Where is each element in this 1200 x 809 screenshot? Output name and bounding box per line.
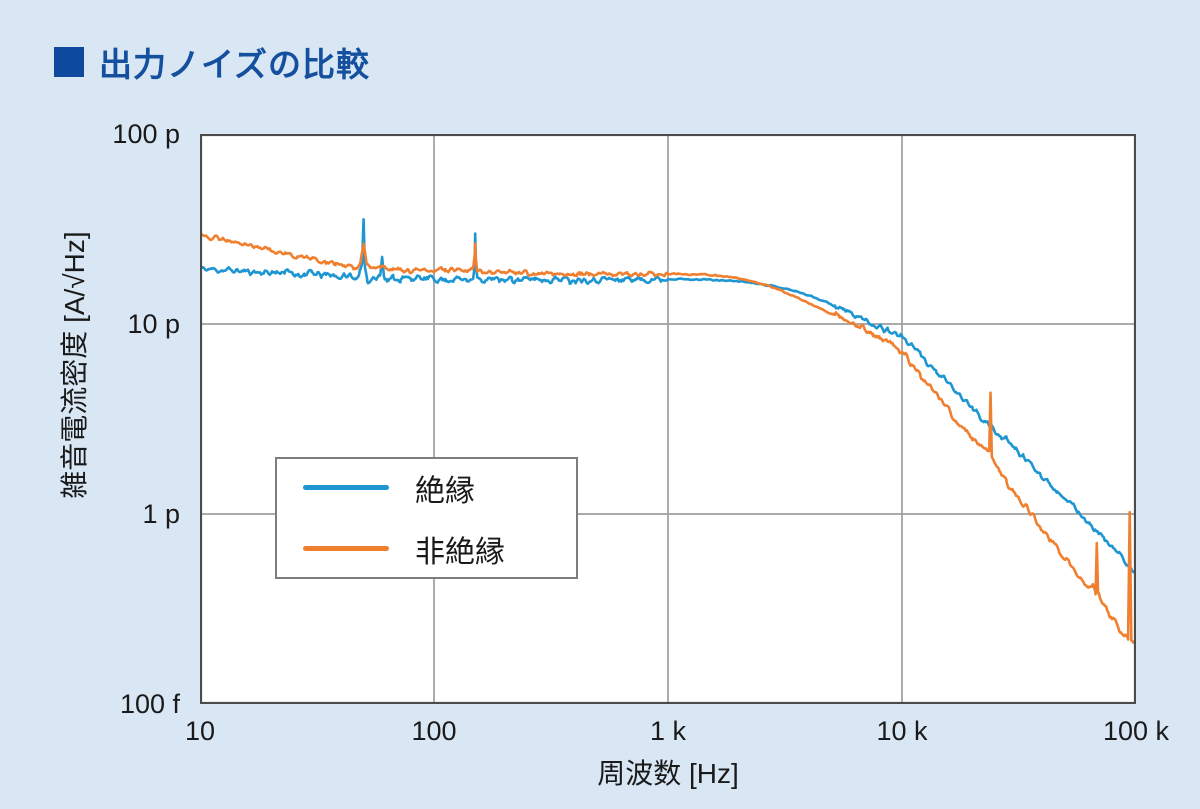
noise-chart-plot-area: 絶縁 非絶縁	[200, 134, 1136, 704]
legend-line-isolated-icon	[303, 485, 389, 490]
plot-border	[200, 134, 1136, 704]
x-tick-label: 10 k	[876, 716, 928, 746]
legend-line-non-isolated-icon	[303, 546, 389, 551]
y-axis-title: 雑音電流密度 [A/√Hz]	[59, 231, 90, 499]
legend-item-isolated: 絶縁	[303, 466, 576, 510]
x-axis-title: 周波数 [Hz]	[597, 758, 739, 789]
y-tick-label: 1 p	[142, 499, 180, 529]
x-tick-label: 10	[184, 716, 216, 746]
legend-label-isolated: 絶縁	[415, 474, 475, 508]
x-tick-label: 100	[411, 716, 457, 746]
legend-item-non-isolated: 非絶縁	[303, 527, 576, 571]
x-tick-label: 1 k	[649, 716, 687, 746]
legend-label-non-isolated: 非絶縁	[415, 535, 505, 569]
page-title: 出力ノイズの比較	[54, 38, 370, 86]
legend: 絶縁 非絶縁	[275, 457, 578, 579]
title-bullet-square-icon	[54, 47, 84, 77]
series-line-isolated	[200, 218, 1136, 577]
series-line-non-isolated	[200, 232, 1136, 647]
plot-svg	[200, 134, 1136, 704]
page-title-text: 出力ノイズの比較	[99, 46, 371, 83]
y-tick-label: 100 p	[112, 119, 180, 149]
x-tick-label: 100 k	[1102, 716, 1170, 746]
y-tick-label: 100 f	[119, 689, 180, 719]
y-tick-label: 10 p	[127, 309, 180, 339]
